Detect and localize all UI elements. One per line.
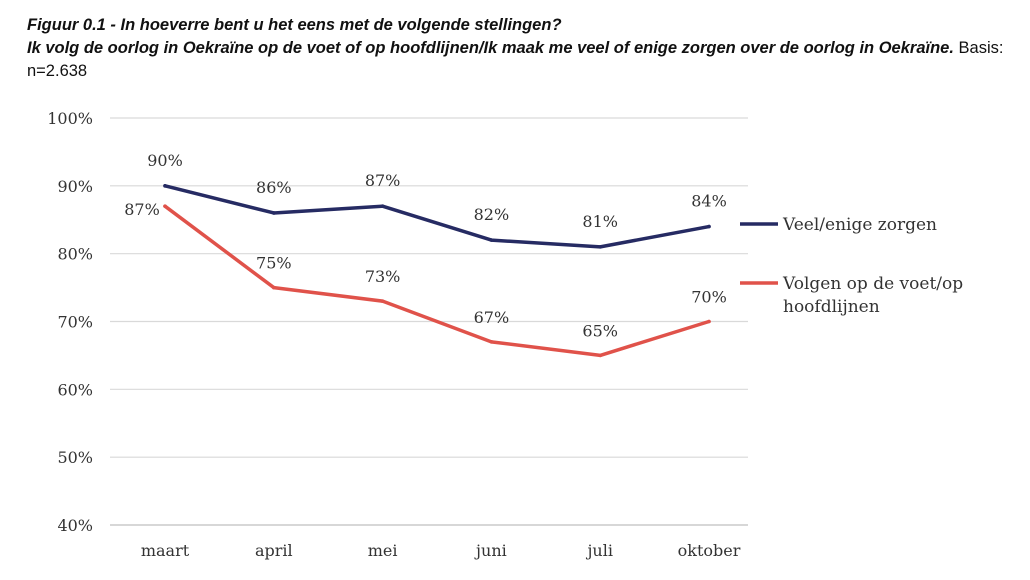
y-tick-label: 40%	[57, 516, 93, 535]
x-tick-label: mei	[368, 541, 398, 560]
data-label: 70%	[691, 288, 727, 307]
y-tick-label: 60%	[57, 380, 93, 399]
data-label: 84%	[691, 192, 727, 211]
series-line-zorgen	[163, 184, 711, 249]
legend-label: Veel/enige zorgen	[782, 215, 937, 235]
data-point	[272, 211, 276, 215]
data-point	[489, 340, 494, 344]
data-label: 73%	[365, 267, 401, 286]
data-label: 86%	[256, 178, 292, 197]
figure-statement: Ik volg de oorlog in Oekraïne op de voet…	[27, 39, 954, 57]
series: 90% 86% 87% 82% 81% 84% 87% 75% 73% 67% 65% 70%	[124, 151, 727, 358]
data-label: 87%	[124, 200, 160, 219]
x-tick-label: juni	[474, 541, 507, 560]
data-point	[489, 238, 494, 242]
figure-title: Figuur 0.1 - In hoeverre bent u het eens…	[27, 16, 562, 34]
data-point	[598, 245, 602, 249]
data-point	[272, 285, 276, 290]
data-label: 82%	[474, 205, 510, 224]
data-point	[598, 353, 602, 358]
data-label: 65%	[582, 321, 618, 340]
data-label: 81%	[582, 212, 618, 231]
x-tick-label: oktober	[678, 541, 741, 560]
x-tick-label: juli	[585, 541, 613, 560]
y-tick-label: 70%	[57, 313, 93, 332]
data-label: 87%	[365, 171, 401, 190]
gridlines	[110, 117, 748, 526]
data-point	[380, 299, 385, 303]
y-tick-label: 50%	[57, 448, 93, 467]
y-axis: 40% 50% 60% 70% 80% 90% 100%	[47, 109, 93, 535]
legend-label: hoofdlijnen	[783, 297, 880, 317]
data-point	[163, 204, 167, 208]
data-label: 67%	[474, 308, 510, 327]
basis-note: Basis: n=2.638	[27, 39, 1004, 80]
y-tick-label: 80%	[57, 245, 93, 264]
x-tick-label: april	[255, 541, 293, 560]
y-tick-label: 90%	[57, 177, 93, 196]
legend: Veel/enige zorgen Volgen op de voet/op hoo…	[740, 215, 963, 317]
data-point	[163, 184, 167, 188]
y-tick-label: 100%	[47, 109, 93, 128]
legend-label: Volgen op de voet/op	[782, 274, 963, 294]
series-line-volgen	[163, 204, 711, 358]
figure-caption: Figuur 0.1 - In hoeverre bent u het eens…	[27, 14, 1017, 83]
data-point	[707, 319, 711, 324]
x-tick-label: maart	[141, 541, 190, 560]
data-label: 75%	[256, 254, 292, 273]
data-point	[380, 204, 385, 208]
data-point	[707, 224, 711, 229]
data-label: 90%	[147, 151, 183, 170]
x-axis: maart april mei juni juli oktober	[141, 541, 741, 560]
